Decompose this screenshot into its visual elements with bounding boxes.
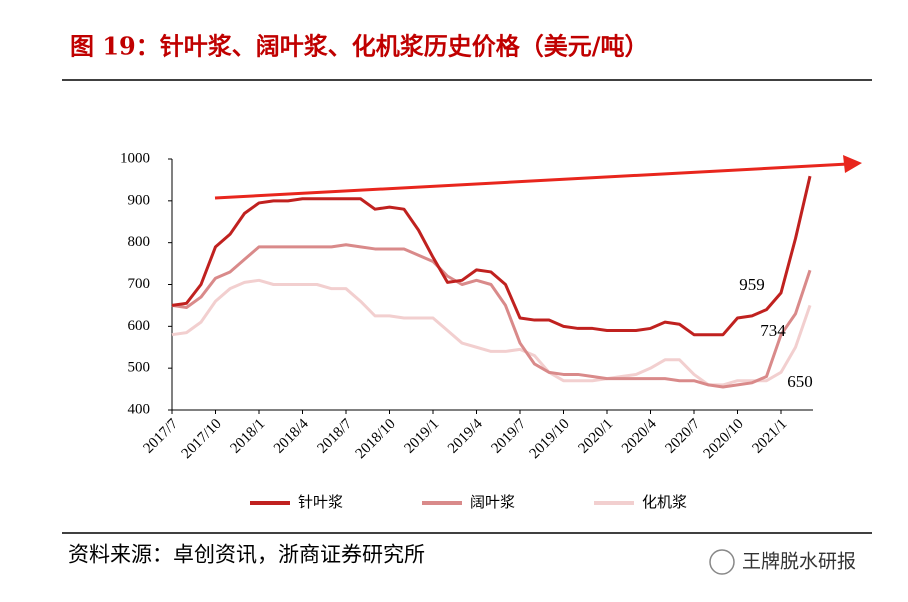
chart-title: 图 19：针叶浆、阔叶浆、化机浆历史价格（美元/吨） — [70, 32, 649, 61]
y-tick-label: 700 — [128, 276, 151, 292]
value-label: 650 — [787, 372, 813, 391]
x-tick-label: 2021/1 — [749, 416, 790, 457]
value-label: 734 — [760, 321, 786, 340]
legend-label: 阔叶浆 — [470, 493, 515, 511]
series-line — [171, 278, 812, 387]
x-tick-label: 2020/4 — [619, 416, 660, 457]
x-tick-label: 2017/7 — [140, 416, 181, 457]
legend-label: 化机浆 — [642, 493, 687, 511]
series-line — [171, 175, 812, 337]
x-tick-label: 2018/4 — [271, 416, 312, 457]
x-tick-label: 2020/1 — [575, 416, 616, 457]
x-tick-label: 2019/4 — [445, 416, 486, 457]
arrow-head — [843, 155, 862, 173]
x-tick-label: 2020/7 — [662, 416, 703, 457]
y-tick-label: 500 — [128, 360, 151, 376]
x-tick-label: 2017/10 — [179, 416, 225, 462]
series-line — [171, 243, 812, 389]
y-tick-label: 1000 — [120, 150, 150, 166]
x-tick-label: 2020/10 — [701, 416, 747, 462]
y-tick-label: 900 — [128, 192, 151, 208]
trend-arrow — [214, 162, 849, 200]
brand: 王牌脱水研报 — [742, 551, 856, 573]
y-tick-label: 600 — [128, 318, 151, 334]
legend-label: 针叶浆 — [298, 493, 343, 511]
y-tick-label: 400 — [128, 401, 151, 417]
x-tick-label: 2018/7 — [314, 416, 355, 457]
brand-icon — [709, 549, 735, 575]
value-label: 959 — [739, 275, 765, 294]
source: 资料来源：卓创资讯，浙商证券研究所 — [68, 543, 425, 567]
x-tick-label: 2019/7 — [488, 416, 529, 457]
x-tick-label: 2018/1 — [227, 416, 268, 457]
x-tick-label: 2019/10 — [527, 416, 573, 462]
x-tick-label: 2018/10 — [353, 416, 399, 462]
x-tick-label: 2019/1 — [401, 416, 442, 457]
y-tick-label: 800 — [128, 234, 151, 250]
